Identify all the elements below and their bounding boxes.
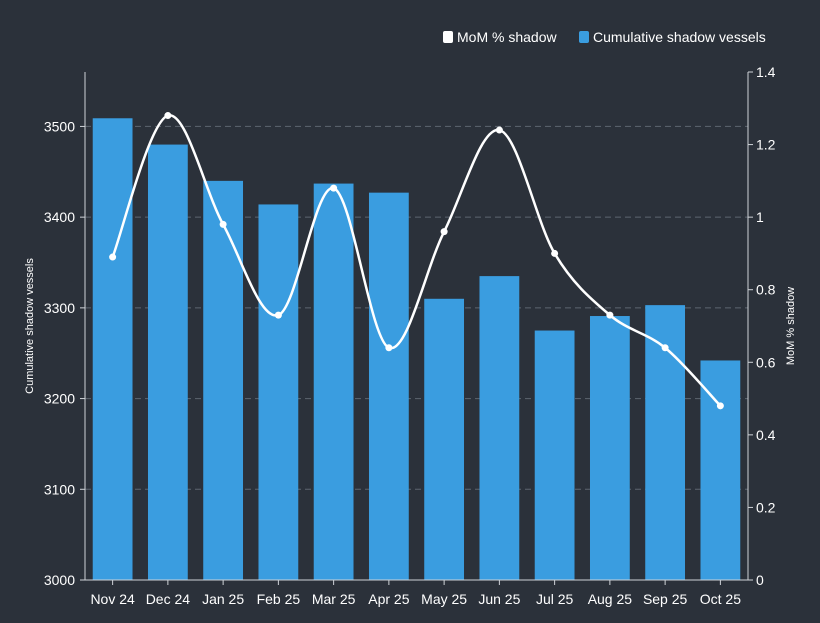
bar-jan-25 (203, 180, 244, 580)
line-point-feb-25 (274, 311, 282, 319)
bar-nov-24 (92, 118, 133, 580)
x-tick-label: Apr 25 (368, 591, 409, 607)
legend-swatch-mom-shadow (443, 31, 453, 43)
x-tick-label: Feb 25 (257, 591, 301, 607)
y-tick-label: 3400 (44, 209, 75, 225)
line-point-jun-25 (495, 126, 503, 134)
line-point-oct-25 (716, 402, 724, 410)
line-point-nov-24 (109, 253, 117, 261)
line-point-dec-24 (164, 112, 172, 120)
y-tick-label: 3000 (44, 572, 75, 588)
x-tick-label: Jul 25 (536, 591, 574, 607)
x-tick-label: May 25 (421, 591, 467, 607)
line-point-jan-25 (219, 220, 227, 228)
y2-axis-title: MoM % shadow (785, 287, 797, 365)
line-point-may-25 (440, 228, 448, 236)
bar-jul-25 (534, 330, 575, 580)
line-point-apr-25 (385, 344, 393, 352)
y2-tick-label: 1.2 (756, 137, 776, 153)
y-tick-label: 3100 (44, 481, 75, 497)
y-axis-title: Cumulative shadow vessels (24, 258, 36, 394)
series-line-mom-shadow (111, 114, 722, 407)
y2-tick-label: 0.4 (756, 427, 776, 443)
x-tick-label: Nov 24 (90, 591, 135, 607)
line-point-sep-25 (661, 344, 669, 352)
y2-tick-label: 0 (756, 572, 764, 588)
x-tick-label: Oct 25 (700, 591, 741, 607)
bar-aug-25 (589, 316, 630, 580)
bar-dec-24 (147, 144, 188, 581)
y2-tick-label: 0.2 (756, 499, 776, 515)
legend-label-cumulative: Cumulative shadow vessels (593, 29, 766, 45)
bar-jun-25 (479, 276, 520, 580)
bar-apr-25 (368, 192, 409, 580)
bar-feb-25 (258, 204, 299, 580)
y-tick-label: 3500 (44, 118, 75, 134)
legend-swatch-cumulative (579, 31, 589, 43)
x-tick-label: Mar 25 (312, 591, 356, 607)
y2-tick-label: 0.6 (756, 354, 776, 370)
line-point-jul-25 (551, 249, 559, 257)
x-tick-label: Jun 25 (478, 591, 520, 607)
y2-tick-label: 1 (756, 209, 764, 225)
y-tick-label: 3200 (44, 391, 75, 407)
bar-may-25 (424, 298, 465, 580)
legend-label-mom-shadow: MoM % shadow (457, 29, 557, 45)
y-tick-label: 3300 (44, 300, 75, 316)
bar-oct-25 (700, 360, 741, 580)
x-tick-label: Sep 25 (643, 591, 688, 607)
x-tick-label: Aug 25 (588, 591, 633, 607)
line-point-mar-25 (330, 184, 338, 192)
x-tick-label: Jan 25 (202, 591, 244, 607)
line-point-aug-25 (606, 311, 614, 319)
bar-mar-25 (313, 183, 354, 581)
x-tick-label: Dec 24 (146, 591, 191, 607)
y2-tick-label: 1.4 (756, 64, 776, 80)
y2-tick-label: 0.8 (756, 282, 776, 298)
